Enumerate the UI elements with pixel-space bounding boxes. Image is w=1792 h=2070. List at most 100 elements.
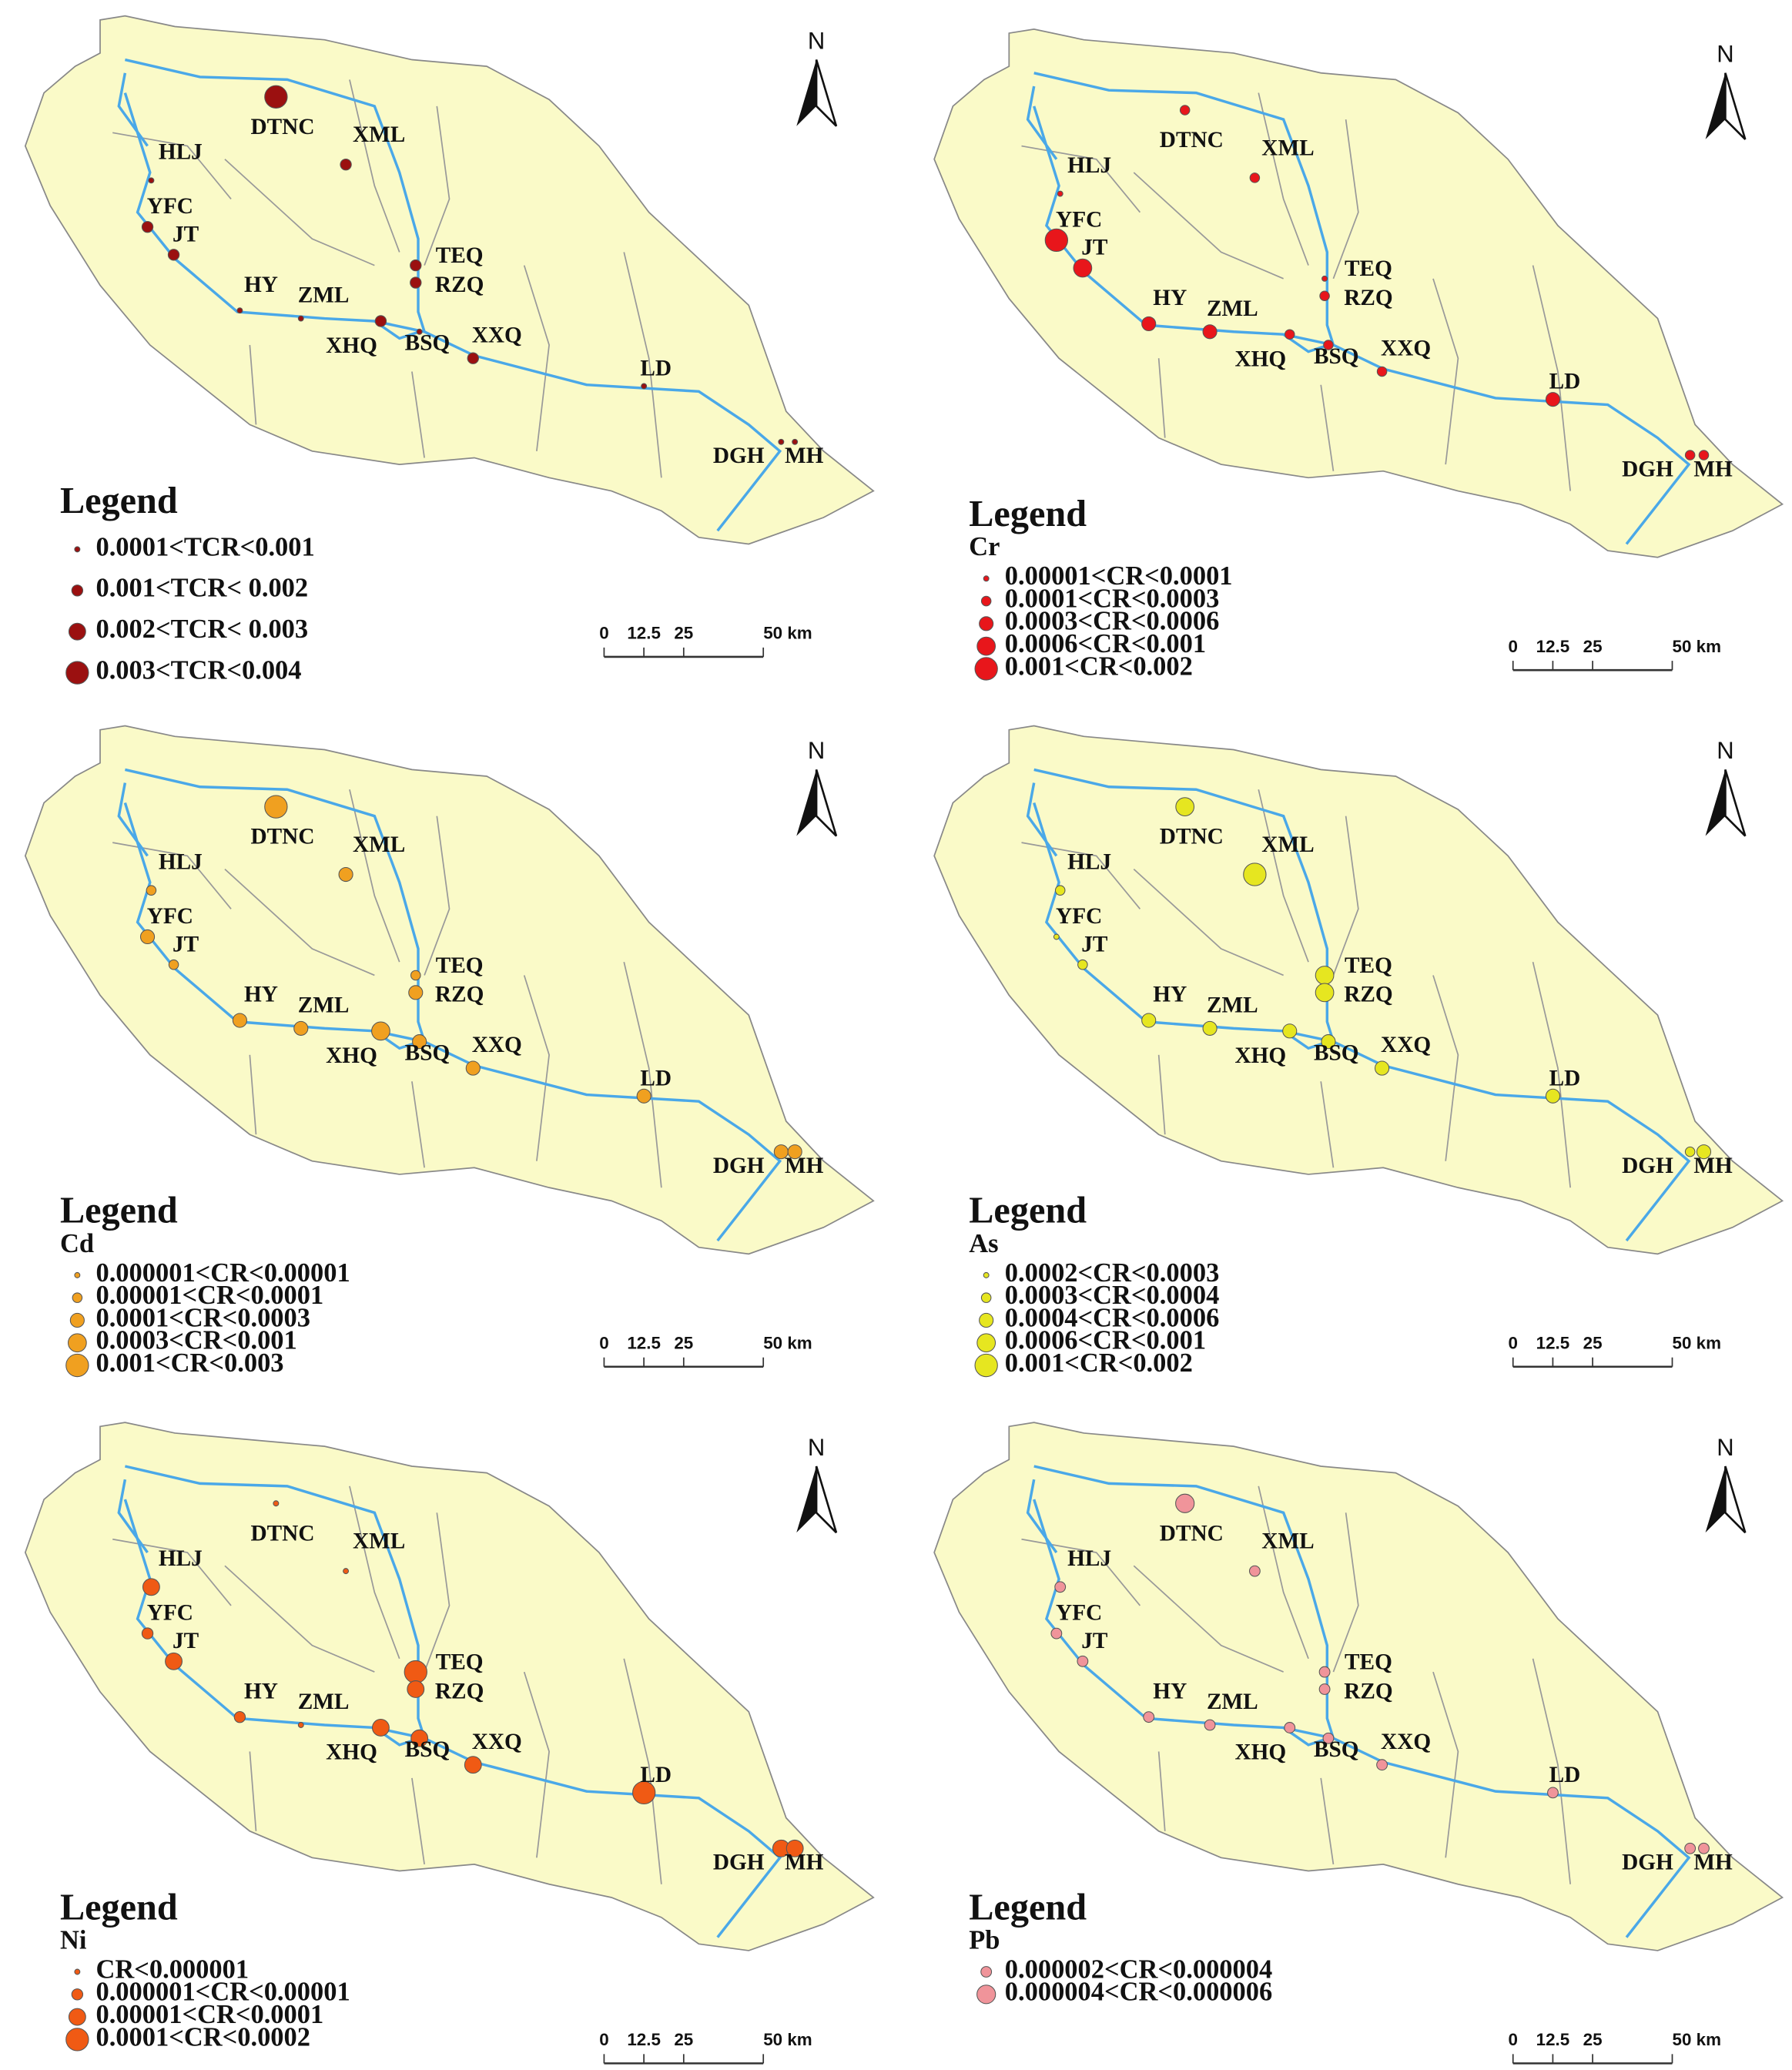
sub-basin-boundary — [424, 106, 451, 266]
site-marker — [273, 1500, 280, 1507]
legend-entry: 0.0003<CR<0.001 — [95, 1326, 296, 1355]
site-label: BSQ — [1314, 1737, 1359, 1762]
site-label: RZQ — [435, 273, 484, 297]
site-label: ZML — [1207, 1690, 1258, 1714]
site-label: YFC — [147, 194, 193, 219]
scale-label: 50 km — [763, 624, 812, 643]
site-marker — [1050, 1627, 1063, 1640]
site-marker — [1684, 450, 1696, 461]
site-marker — [785, 1839, 804, 1857]
site-label: HLJ — [159, 849, 203, 874]
sub-basin-boundary — [523, 1671, 550, 1858]
site-label: JT — [1081, 236, 1108, 260]
site-marker — [1243, 862, 1267, 886]
site-marker — [297, 315, 304, 322]
scale-label: 50 km — [1673, 2030, 1722, 2049]
site-label: XML — [1261, 1529, 1314, 1554]
sub-basin-boundary — [623, 1658, 662, 1884]
sub-basin-boundary — [1157, 1751, 1166, 1831]
site-label: HY — [1153, 983, 1187, 1007]
site-marker — [1077, 959, 1088, 970]
sub-basin-boundary — [424, 1512, 451, 1673]
basin — [933, 725, 1784, 1255]
site-marker — [641, 383, 648, 390]
sub-basin-boundary — [424, 816, 451, 976]
north-arrow — [1724, 769, 1747, 837]
river — [117, 1479, 149, 1554]
scale-label: 25 — [674, 2030, 693, 2049]
site-label: XML — [353, 832, 405, 857]
sub-basin-boundary — [249, 1054, 257, 1135]
north-label: N — [1717, 41, 1733, 68]
site-label: JT — [173, 1629, 199, 1653]
site-marker — [1179, 105, 1191, 116]
river — [125, 58, 426, 333]
site-marker — [1204, 1719, 1216, 1731]
site-label: TEQ — [436, 243, 484, 268]
site-marker — [139, 929, 156, 945]
legend-entry: 0.0001<CR<0.0002 — [95, 2022, 310, 2052]
site-label: YFC — [147, 904, 193, 929]
site-label: MH — [1693, 1851, 1733, 1875]
north-arrow — [815, 59, 838, 127]
sub-basin-boundary — [523, 265, 550, 451]
legend-symbol — [68, 622, 86, 641]
site-marker — [1323, 340, 1334, 350]
site-label: BSQ — [1314, 1041, 1359, 1066]
legend-symbol — [976, 1985, 996, 2005]
legend-entry: 0.0001<CR<0.0003 — [1005, 584, 1220, 613]
legend-symbol — [67, 1333, 87, 1353]
site-marker — [1141, 1013, 1157, 1028]
river — [125, 768, 426, 1043]
legend-symbol — [69, 1312, 85, 1328]
site-marker — [232, 1013, 247, 1028]
site-label: LD — [1549, 1066, 1581, 1090]
site-label: TEQ — [1345, 953, 1392, 978]
north-arrow — [1724, 72, 1747, 140]
site-label: XXQ — [472, 1033, 522, 1057]
legend-symbol — [974, 657, 998, 681]
site-marker — [374, 315, 387, 327]
site-label: DTNC — [251, 825, 315, 849]
site-label: ZML — [298, 1690, 350, 1714]
north-label: N — [808, 737, 825, 764]
legend-symbol — [68, 2008, 86, 2026]
site-label: YFC — [1056, 904, 1102, 929]
sub-basin-boundary — [623, 962, 662, 1188]
scale-label: 50 km — [1673, 637, 1722, 656]
sub-basin-boundary — [1320, 1081, 1335, 1168]
site-marker — [141, 220, 154, 233]
north-arrow — [1724, 1465, 1747, 1534]
scale-label: 0 — [1509, 637, 1518, 656]
site-marker — [467, 352, 479, 364]
sub-basin-boundary — [1332, 119, 1359, 280]
scale-label: 25 — [1583, 1333, 1603, 1352]
scale-label: 12.5 — [627, 2030, 661, 2049]
site-marker — [1319, 290, 1330, 302]
site-label: HLJ — [1067, 153, 1111, 178]
site-label: HY — [244, 273, 278, 297]
site-marker — [1545, 1088, 1561, 1104]
site-marker — [1315, 983, 1335, 1003]
site-label: LD — [1549, 370, 1581, 394]
site-label: XML — [353, 1529, 405, 1554]
site-marker — [236, 307, 243, 314]
scale-label: 25 — [674, 624, 693, 643]
site-label: RZQ — [1344, 1679, 1392, 1703]
site-label: XXQ — [1381, 1033, 1431, 1057]
scale-label: 50 km — [1673, 1333, 1722, 1352]
site-marker — [233, 1710, 246, 1723]
site-label: DGH — [1622, 1851, 1673, 1875]
scale-label: 0 — [1509, 1333, 1518, 1352]
scale-label: 12.5 — [1536, 2030, 1570, 2049]
map-panel: N 0 12.5 25 50 km DTNC XML HLJ YFC JT TEQ RZQ HY ZML X… — [24, 15, 875, 685]
map-panel: N 0 12.5 25 50 km DTNC XML HLJ YFC JT TEQ RZQ HY ZML X… — [933, 1422, 1784, 2065]
site-marker — [1684, 1146, 1696, 1157]
legend-symbol — [974, 1353, 998, 1378]
site-marker — [168, 959, 179, 970]
river — [1033, 768, 1335, 1043]
site-marker — [410, 259, 422, 272]
north-arrow — [1705, 72, 1726, 139]
sub-basin-boundary — [623, 252, 662, 478]
site-label: YFC — [147, 1601, 193, 1626]
